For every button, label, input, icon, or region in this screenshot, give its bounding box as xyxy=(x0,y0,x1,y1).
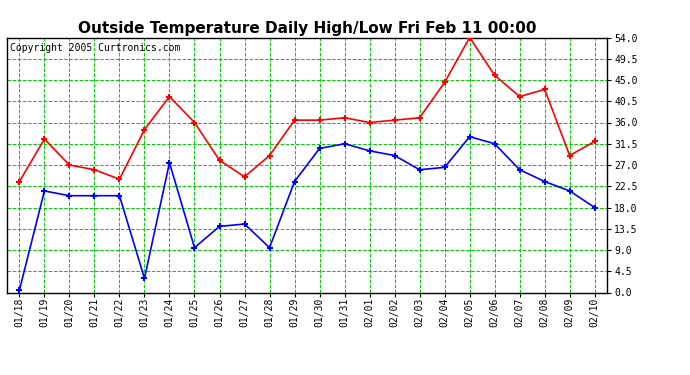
Text: Copyright 2005 Curtronics.com: Copyright 2005 Curtronics.com xyxy=(10,43,180,52)
Title: Outside Temperature Daily High/Low Fri Feb 11 00:00: Outside Temperature Daily High/Low Fri F… xyxy=(78,21,536,36)
